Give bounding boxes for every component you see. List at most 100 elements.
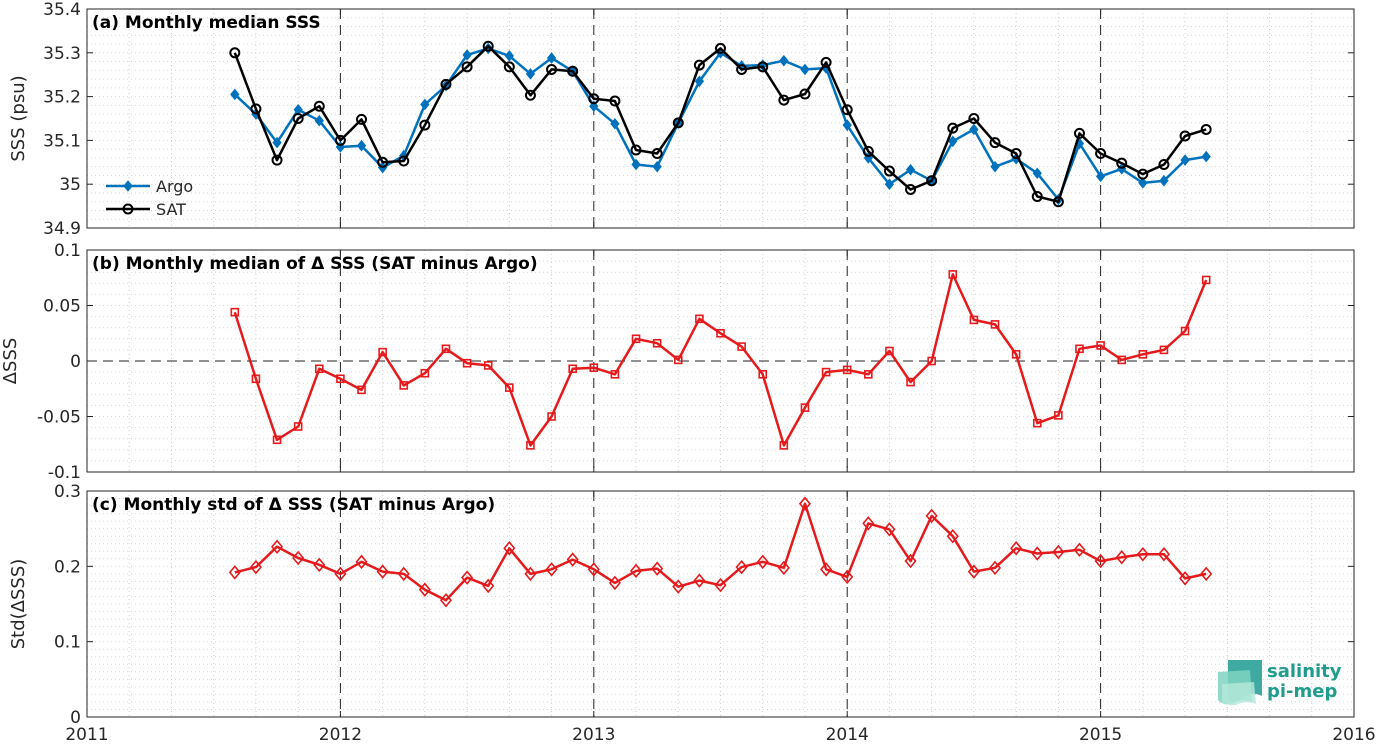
data-point [1201,150,1211,163]
y-tick-label: 35 [59,175,81,195]
data-point [1095,170,1106,183]
x-tick-label: 2011 [65,725,108,745]
data-point [948,135,958,148]
data-point [631,334,641,344]
panel-title: (b) Monthly median of Δ SSS (SAT minus A… [92,254,538,274]
data-point [1116,157,1128,169]
panel-c: 0 0.1 0.2 0.3 Std(ΔSSS) (c) Monthly std of Δ … [8,482,1355,728]
y-tick-label: -0.05 [37,408,81,428]
data-point [862,145,874,157]
data-point [230,88,240,101]
data-point [1095,148,1107,160]
data-point [714,577,727,593]
y-tick-label: 35.4 [43,0,81,20]
data-point [504,50,514,62]
data-point [397,566,410,582]
data-point [1115,550,1128,565]
y-tick-label: 0.3 [54,482,81,502]
x-tick-label: 2014 [826,725,869,745]
data-point [1073,542,1086,558]
data-point [525,68,536,80]
data-point [1010,541,1023,556]
data-point [883,165,895,177]
data-point [990,160,1000,173]
data-point [1179,130,1191,142]
data-point [1136,547,1149,562]
data-point [1180,326,1190,336]
data-point [462,49,472,61]
data-point [1179,571,1192,586]
data-point [249,559,262,575]
data-point [547,412,556,421]
legend: Argo SAT [106,177,193,219]
series-line [233,44,1207,203]
data-point [293,422,303,431]
data-point [1200,123,1212,135]
data-point [884,178,895,191]
data-point [988,560,1002,576]
data-point [439,592,453,608]
data-point [925,508,938,524]
panel-a: 34.9 35 35.1 35.2 35.3 35.4 SSS (psu) (a) Month… [8,0,1355,239]
data-point [526,441,535,450]
data-point [505,383,514,392]
data-point [355,554,368,570]
data-point [800,403,810,412]
data-point [378,347,387,357]
data-point [566,552,579,567]
data-point [906,377,915,387]
data-point [820,562,833,577]
data-point [1200,566,1213,582]
data-point [313,557,326,573]
data-point [1032,418,1042,428]
data-point [313,100,325,112]
data-point [1138,177,1148,189]
data-point [926,175,938,187]
data-point [1054,411,1063,420]
data-point [587,562,600,577]
data-point [1180,154,1190,166]
data-point [440,78,452,90]
data-point [610,117,620,130]
panel-title: (a) Monthly median SSS [92,13,321,33]
legend-marker [122,203,134,215]
data-point [716,328,725,338]
data-point [420,368,430,378]
salinity-pi-mep-logo: salinity pi-mep [1218,660,1342,706]
data-point [695,314,704,324]
data-point [842,365,852,375]
data-point [503,61,515,73]
data-point [567,65,579,77]
data-point [629,563,643,579]
data-point [608,575,621,591]
data-point [483,361,493,370]
data-point [905,183,917,195]
data-point [546,52,557,64]
x-tick-label: 2012 [319,725,362,745]
y-tick-label: 35.2 [43,88,81,108]
data-point [735,559,748,575]
data-point [1031,546,1044,561]
data-point [927,356,936,366]
data-point [356,113,368,125]
x-tick-label: 2016 [1332,725,1375,745]
data-point [271,539,284,554]
data-point [357,385,366,395]
data-point [1032,167,1042,180]
y-tick-label: 0.05 [43,297,81,317]
data-point [398,155,410,167]
y-tick-label: 35.1 [43,131,81,151]
series-sat [229,40,1212,208]
data-point [652,338,662,348]
data-point [441,344,451,354]
data-point [1158,158,1170,170]
data-point [336,374,345,384]
data-point [967,564,980,579]
data-point [377,156,389,168]
data-point [885,346,894,356]
data-point [1138,350,1148,359]
data-point [779,54,789,67]
axes-box [86,490,1355,718]
data-point [482,40,494,52]
data-point [862,516,875,531]
